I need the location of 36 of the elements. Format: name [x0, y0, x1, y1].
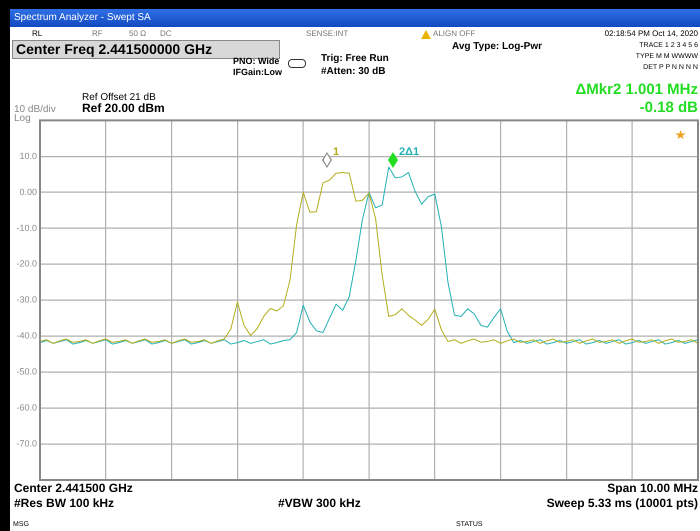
text: SENSE:INT [306, 29, 348, 39]
text: Avg Type: Log-Pwr [452, 41, 542, 52]
annotation: 2Δ1 [399, 146, 420, 158]
y-tick-label: -10.0 [16, 222, 37, 233]
text: 50 Ω [129, 29, 146, 39]
annotation: 1 [333, 146, 340, 158]
y-tick-label: -50.0 [16, 366, 37, 377]
y-tick-label: -30.0 [16, 294, 37, 305]
chart-subtitle: Center Freq 2.441500000 GHz [16, 41, 212, 57]
text: #VBW 300 kHz [278, 496, 361, 510]
text: Sweep 5.33 ms (10001 pts) [546, 496, 698, 510]
text: RL [32, 29, 42, 39]
y-axis-title: 10 dB/div [14, 104, 56, 115]
text: RF [92, 29, 103, 39]
text: PNO: Wide [233, 56, 280, 67]
text: Ref Offset 21 dB [82, 92, 156, 103]
text: #Atten: 30 dB [321, 66, 386, 77]
text: Span 10.00 MHz [607, 481, 698, 496]
y-tick-label: -20.0 [16, 258, 37, 269]
y-tick-label: -60.0 [16, 402, 37, 413]
text: ΔMkr2 1.001 MHz [576, 81, 698, 98]
text: 02:18:54 PM Oct 14, 2020 [604, 29, 698, 39]
text: Trig: Free Run [321, 53, 389, 64]
text: Center 2.441500 GHz [14, 481, 133, 496]
text: DC [160, 29, 172, 39]
text: Log [14, 113, 31, 124]
y-tick-label: 0.00 [19, 186, 37, 197]
text: IFGain:Low [233, 67, 282, 78]
y-tick-label: -70.0 [16, 438, 37, 449]
text: -0.18 dB [640, 99, 698, 116]
y-tick-label: 10.0 [19, 150, 37, 161]
chart-title: Spectrum Analyzer - Swept SA [10, 9, 700, 27]
text: ALIGN OFF [433, 29, 476, 39]
y-tick-label: -40.0 [16, 330, 37, 341]
text: #Res BW 100 kHz [14, 496, 114, 510]
text: Ref 20.00 dBm [82, 101, 165, 116]
